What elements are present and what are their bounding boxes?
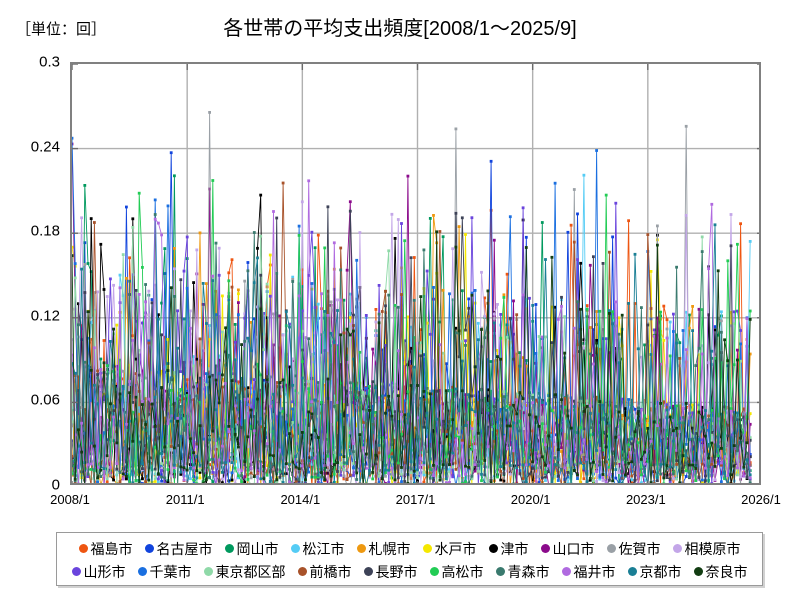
- legend-item[interactable]: 福井市: [561, 563, 616, 580]
- y-tick-label: 0.06: [30, 391, 60, 409]
- legend-marker-icon: [363, 567, 373, 576]
- legend-label: 前橋市: [309, 563, 352, 580]
- legend-label: 長野市: [375, 563, 418, 580]
- legend-label: 佐賀市: [618, 540, 661, 557]
- legend-item[interactable]: 福島市: [78, 540, 133, 557]
- legend-item[interactable]: 奈良市: [693, 563, 748, 580]
- legend-item[interactable]: 京都市: [627, 563, 682, 580]
- legend-label: 岡山市: [236, 540, 279, 557]
- legend-label: 山形市: [83, 563, 126, 580]
- legend-marker-icon: [290, 544, 300, 553]
- legend-marker-icon: [297, 567, 307, 576]
- legend-row: 山形市 千葉市 東京都区部 前橋市 長野市 高松市 青森市 福井市 京都市 奈良市: [63, 560, 756, 583]
- legend-label: 高松市: [441, 563, 484, 580]
- legend-marker-icon: [137, 567, 147, 576]
- legend-label: 福井市: [573, 563, 616, 580]
- x-tick-label: 2008/1: [50, 492, 90, 507]
- legend-marker-icon: [78, 544, 88, 553]
- legend-marker-icon: [672, 544, 682, 553]
- legend-item[interactable]: 相模原市: [672, 540, 741, 557]
- y-tick-label: 0: [51, 476, 60, 494]
- series-markers: [72, 230, 752, 483]
- legend-label: 青森市: [507, 563, 550, 580]
- legend-marker-icon: [540, 544, 550, 553]
- legend-item[interactable]: 松江市: [290, 540, 345, 557]
- legend-marker-icon: [693, 567, 703, 576]
- x-tick-label: 2014/1: [280, 492, 321, 507]
- legend-label: 札幌市: [368, 540, 411, 557]
- chart-legend: 福島市 名古屋市 岡山市 松江市 札幌市 水戸市 津市 山口市 佐賀市 相模原市 山形市 千葉市 東京…: [56, 532, 763, 586]
- legend-label: 東京都区部: [215, 563, 286, 580]
- legend-item[interactable]: 長野市: [363, 563, 418, 580]
- legend-label: 相模原市: [684, 540, 741, 557]
- legend-label: 千葉市: [149, 563, 192, 580]
- legend-marker-icon: [495, 567, 505, 576]
- legend-item[interactable]: 山口市: [540, 540, 595, 557]
- legend-item[interactable]: 岡山市: [224, 540, 279, 557]
- legend-label: 奈良市: [705, 563, 748, 580]
- x-tick-label: 2011/1: [165, 492, 205, 507]
- legend-label: 福島市: [90, 540, 133, 557]
- y-tick-label: 0.3: [39, 53, 60, 71]
- legend-marker-icon: [144, 544, 154, 553]
- legend-item[interactable]: 津市: [488, 540, 529, 557]
- y-tick-label: 0.12: [30, 307, 60, 325]
- legend-marker-icon: [488, 544, 498, 553]
- legend-row: 福島市 名古屋市 岡山市 松江市 札幌市 水戸市 津市 山口市 佐賀市 相模原市: [63, 537, 756, 560]
- x-tick-label: 2026/1: [741, 492, 781, 507]
- legend-marker-icon: [71, 567, 81, 576]
- y-axis-labels: 0 0.06 0.12 0.18 0.24 0.3: [0, 0, 70, 600]
- x-tick-label: 2017/1: [395, 492, 436, 507]
- legend-marker-icon: [429, 567, 439, 576]
- legend-marker-icon: [224, 544, 234, 553]
- legend-item[interactable]: 山形市: [71, 563, 126, 580]
- legend-item[interactable]: 東京都区部: [203, 563, 286, 580]
- series-line: [72, 111, 751, 483]
- legend-item[interactable]: 高松市: [429, 563, 484, 580]
- y-tick-label: 0.24: [30, 138, 60, 156]
- unit-label: ［単位：回］: [16, 21, 107, 38]
- x-tick-label: 2020/1: [510, 492, 551, 507]
- legend-item[interactable]: 千葉市: [137, 563, 192, 580]
- legend-item[interactable]: 水戸市: [422, 540, 477, 557]
- plot-area: [70, 62, 761, 485]
- legend-label: 京都市: [639, 563, 682, 580]
- legend-item[interactable]: 名古屋市: [144, 540, 213, 557]
- x-tick-label: 2023/1: [625, 492, 666, 507]
- legend-label: 山口市: [552, 540, 595, 557]
- legend-marker-icon: [606, 544, 616, 553]
- legend-marker-icon: [627, 567, 637, 576]
- legend-label: 水戸市: [434, 540, 477, 557]
- legend-marker-icon: [561, 567, 571, 576]
- legend-item[interactable]: 青森市: [495, 563, 550, 580]
- legend-label: 津市: [500, 540, 529, 557]
- legend-item[interactable]: 前橋市: [297, 563, 352, 580]
- page-title: 各世帯の平均支出頻度[2008/1〜2025/9]: [223, 18, 577, 40]
- legend-label: 松江市: [302, 540, 345, 557]
- y-tick-label: 0.18: [30, 222, 60, 240]
- legend-marker-icon: [422, 544, 432, 553]
- chart-canvas: [72, 64, 759, 483]
- legend-marker-icon: [356, 544, 366, 553]
- legend-label: 名古屋市: [156, 540, 213, 557]
- legend-item[interactable]: 札幌市: [356, 540, 411, 557]
- legend-marker-icon: [203, 567, 213, 576]
- axis-ticks: [72, 64, 759, 483]
- legend-item[interactable]: 佐賀市: [606, 540, 661, 557]
- data-series-group: [72, 111, 752, 483]
